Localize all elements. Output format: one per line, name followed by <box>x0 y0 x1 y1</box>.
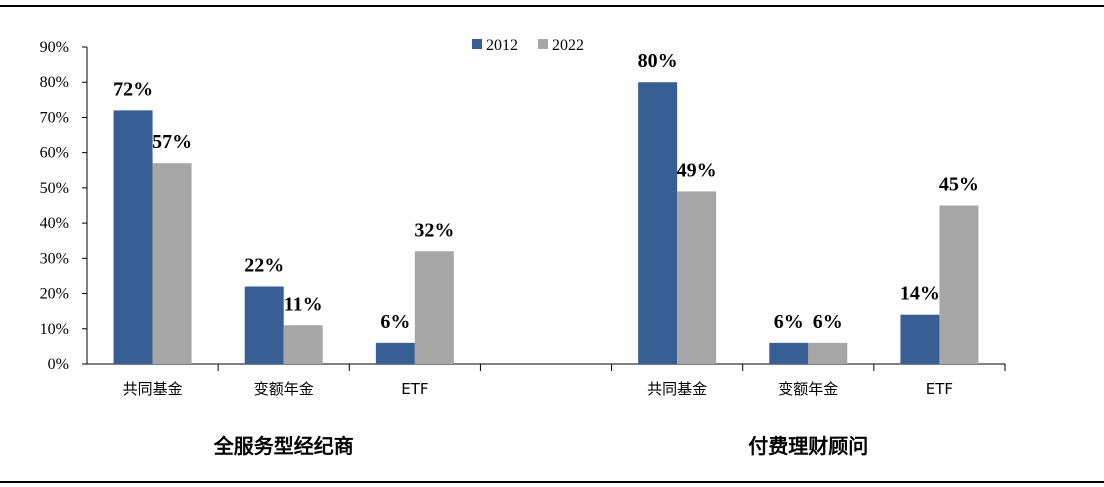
y-tick-label: 0% <box>48 356 69 373</box>
x-category-label: ETF <box>401 380 428 398</box>
data-label-2022: 49% <box>677 159 717 181</box>
y-tick-label: 50% <box>40 180 69 197</box>
bar-2012 <box>638 82 678 364</box>
legend-swatch-2022 <box>538 39 548 49</box>
bottom-rule <box>0 481 1104 483</box>
x-category-label: 变额年金 <box>254 380 314 398</box>
data-label-2022: 57% <box>152 131 192 153</box>
y-tick-label: 10% <box>40 321 69 338</box>
data-label-2012: 6% <box>774 311 804 333</box>
y-tick-label: 40% <box>40 215 69 232</box>
y-tick-label: 30% <box>40 250 69 267</box>
bar-2012 <box>244 286 284 364</box>
data-label-2022: 6% <box>813 311 843 333</box>
bar-2022 <box>152 163 192 364</box>
x-category-label: ETF <box>926 380 953 398</box>
data-label-2012: 72% <box>113 78 153 100</box>
y-tick-label: 90% <box>40 39 69 56</box>
data-label-2012: 22% <box>244 255 284 277</box>
data-label-2012: 14% <box>900 283 940 305</box>
bar-2022 <box>283 325 323 364</box>
bar-2012 <box>375 342 415 364</box>
bar-2022 <box>677 191 717 364</box>
bar-2022 <box>414 251 454 364</box>
y-tick-label: 20% <box>40 286 69 303</box>
bar-2012 <box>769 342 809 364</box>
top-rule <box>0 5 1104 7</box>
legend-label-2012: 2012 <box>486 37 518 54</box>
data-label-2012: 6% <box>380 311 410 333</box>
legend-swatch-2012 <box>472 39 482 49</box>
bar-2022 <box>939 205 979 364</box>
group-label: 全服务型经纪商 <box>213 434 354 458</box>
legend-label-2022: 2022 <box>552 37 584 54</box>
x-category-label: 共同基金 <box>123 380 183 398</box>
y-tick-label: 60% <box>40 145 69 162</box>
group-label: 付费理财顾问 <box>748 434 868 458</box>
data-label-2012: 80% <box>638 50 678 72</box>
x-category-label: 变额年金 <box>778 380 838 398</box>
bar-2012 <box>113 110 153 365</box>
data-label-2022: 32% <box>414 219 454 241</box>
x-category-label: 共同基金 <box>647 380 707 398</box>
data-label-2022: 45% <box>939 174 979 196</box>
data-label-2022: 11% <box>284 293 323 315</box>
y-tick-label: 70% <box>40 109 69 126</box>
bar-2012 <box>900 314 940 364</box>
y-tick-label: 80% <box>40 74 69 91</box>
bar-2022 <box>808 342 848 364</box>
